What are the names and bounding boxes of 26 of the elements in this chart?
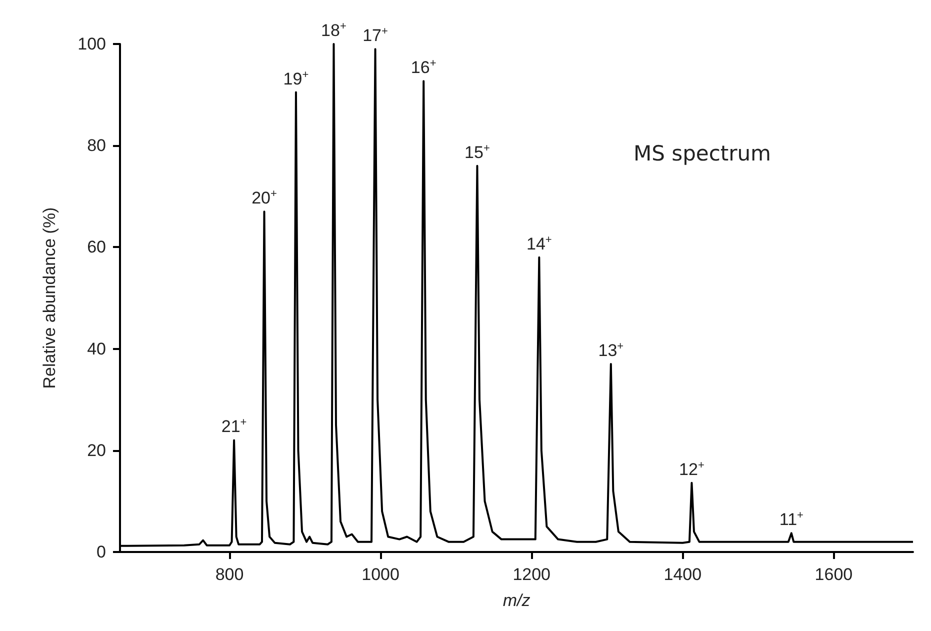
y-tick-label: 80 — [87, 136, 106, 156]
y-tick-label: 20 — [87, 440, 106, 460]
annotation: 16+ — [410, 58, 436, 78]
line-series — [119, 43, 914, 547]
x-tick-label: 800 — [215, 565, 244, 584]
x-tick-label: 1400 — [664, 565, 702, 584]
y-tick-label: 60 — [87, 238, 106, 257]
annotation: 13+ — [598, 340, 624, 360]
annotation: 15+ — [464, 142, 490, 162]
annotation: 20+ — [252, 188, 277, 208]
y-tick-label: 100 — [78, 34, 106, 54]
x-axis-title: m/z — [502, 591, 531, 610]
annotation: 12+ — [679, 459, 704, 479]
annotation: 19+ — [283, 68, 309, 88]
y-tick-label: 0 — [96, 542, 106, 562]
annotation: MS spectrum — [634, 142, 772, 166]
annotation: 14+ — [526, 234, 552, 254]
y-tick-label: 40 — [87, 339, 106, 358]
annotation: 11+ — [779, 510, 804, 530]
annotation: 17+ — [362, 26, 388, 46]
annotation: 18+ — [321, 20, 346, 40]
x-tick-label: 1200 — [512, 565, 551, 584]
annotation: 21+ — [221, 416, 247, 436]
x-tick-label: 1000 — [362, 565, 400, 584]
x-tick-label: 1600 — [814, 565, 853, 584]
y-axis-title: Relative abundance (%) — [40, 207, 59, 389]
